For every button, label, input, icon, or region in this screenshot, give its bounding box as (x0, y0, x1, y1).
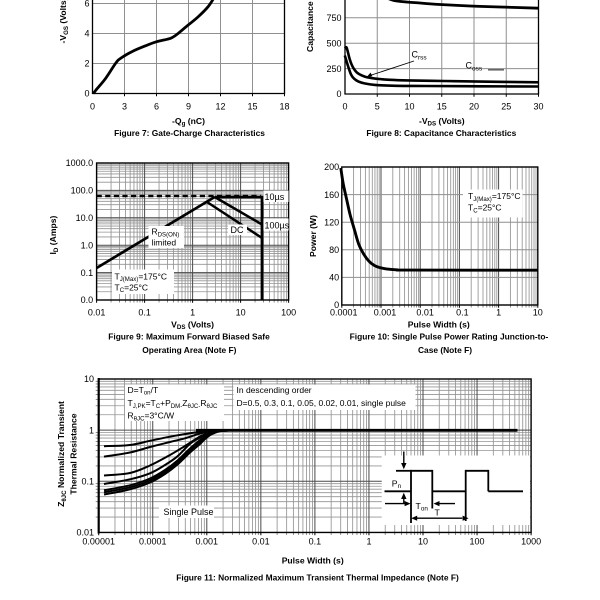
svg-text:100: 100 (281, 307, 296, 317)
svg-text:RDS(ON): RDS(ON) (152, 227, 180, 239)
svg-text:10: 10 (84, 374, 94, 384)
svg-text:30: 30 (533, 101, 543, 111)
svg-text:6: 6 (84, 0, 89, 9)
svg-text:4: 4 (84, 29, 89, 39)
svg-text:0.1: 0.1 (456, 307, 469, 317)
svg-text:Thermal Resistance: Thermal Resistance (69, 413, 79, 494)
svg-text:1000: 1000 (521, 536, 541, 546)
svg-text:0.01: 0.01 (416, 307, 434, 317)
svg-text:In descending order: In descending order (237, 385, 312, 395)
svg-text:-VGS (Volts): -VGS (Volts) (58, 0, 70, 44)
svg-text:1: 1 (89, 425, 94, 435)
svg-text:Operating Area (Note F): Operating Area (Note F) (142, 345, 236, 355)
svg-text:Ton: Ton (416, 501, 429, 513)
svg-text:Figure 11: Normalized Maximum: Figure 11: Normalized Maximum Transient … (176, 573, 459, 583)
svg-text:0.01: 0.01 (252, 536, 270, 546)
svg-text:Figure 7: Gate-Charge Characte: Figure 7: Gate-Charge Characteristics (114, 128, 265, 138)
svg-text:3: 3 (122, 101, 127, 111)
svg-text:1.0: 1.0 (81, 240, 94, 250)
svg-text:Pn: Pn (392, 478, 402, 490)
svg-text:6: 6 (154, 101, 159, 111)
svg-text:VDS (Volts): VDS (Volts) (171, 319, 214, 331)
svg-text:10.0: 10.0 (76, 213, 94, 223)
svg-text:0.01: 0.01 (88, 307, 106, 317)
svg-text:0: 0 (90, 101, 95, 111)
svg-text:0.001: 0.001 (196, 536, 219, 546)
svg-text:250: 250 (326, 64, 341, 74)
svg-text:20: 20 (469, 101, 479, 111)
svg-text:1000.0: 1000.0 (66, 158, 94, 168)
svg-text:Case (Note F): Case (Note F) (418, 345, 472, 355)
svg-text:TC=25°C: TC=25°C (115, 282, 149, 294)
svg-text:40: 40 (329, 273, 339, 283)
svg-text:limited: limited (152, 238, 177, 248)
svg-text:100: 100 (470, 536, 485, 546)
svg-text:0.1: 0.1 (309, 536, 322, 546)
svg-text:0: 0 (334, 300, 339, 310)
svg-text:160: 160 (324, 190, 339, 200)
svg-text:1: 1 (496, 307, 501, 317)
svg-text:RθJC=3°C/W: RθJC=3°C/W (128, 411, 175, 423)
svg-text:DC: DC (231, 225, 244, 235)
svg-text:0.1: 0.1 (81, 477, 94, 487)
svg-text:10: 10 (533, 307, 543, 317)
svg-text:10µs: 10µs (265, 192, 285, 202)
svg-text:0.001: 0.001 (374, 307, 397, 317)
svg-text:200: 200 (324, 162, 339, 172)
svg-text:-VDS (Volts): -VDS (Volts) (419, 116, 465, 128)
svg-text:10: 10 (236, 307, 246, 317)
svg-text:25: 25 (501, 101, 511, 111)
svg-text:0.1: 0.1 (138, 307, 151, 317)
svg-text:15: 15 (247, 101, 257, 111)
svg-text:Figure 9: Maximum Forward Bias: Figure 9: Maximum Forward Biased Safe (108, 332, 270, 342)
svg-text:Power (W): Power (W) (308, 215, 318, 257)
svg-text:1: 1 (190, 307, 195, 317)
svg-text:0.00001: 0.00001 (82, 536, 115, 546)
svg-text:0.0001: 0.0001 (330, 307, 358, 317)
svg-text:Coss: Coss (466, 61, 483, 73)
svg-text:TC=25°C: TC=25°C (468, 203, 502, 215)
svg-text:TJ(Max)=175°C: TJ(Max)=175°C (468, 191, 521, 203)
svg-text:TJ,PK=TC+PDM-ZθJC-RθJC: TJ,PK=TC+PDM-ZθJC-RθJC (128, 398, 218, 410)
svg-text:120: 120 (324, 217, 339, 227)
svg-text:0.0: 0.0 (81, 295, 94, 305)
svg-text:TJ(Max)=175°C: TJ(Max)=175°C (115, 271, 168, 283)
svg-text:Pulse Width (s): Pulse Width (s) (282, 556, 344, 566)
svg-text:10: 10 (404, 101, 414, 111)
svg-text:12: 12 (215, 101, 225, 111)
svg-text:0.01: 0.01 (76, 528, 94, 538)
svg-text:2: 2 (84, 59, 89, 69)
svg-text:9: 9 (186, 101, 191, 111)
svg-text:100.0: 100.0 (71, 186, 94, 196)
svg-text:Figure 10: Single Pulse Power: Figure 10: Single Pulse Power Rating Jun… (350, 332, 549, 342)
svg-text:0.1: 0.1 (81, 268, 94, 278)
svg-text:1: 1 (366, 536, 371, 546)
svg-text:100µs: 100µs (265, 221, 290, 231)
svg-text:Crss: Crss (412, 50, 428, 62)
svg-text:0: 0 (336, 89, 341, 99)
svg-text:80: 80 (329, 245, 339, 255)
svg-text:5: 5 (375, 101, 380, 111)
svg-text:D=0.5, 0.3, 0.1, 0.05, 0.02, 0: D=0.5, 0.3, 0.1, 0.05, 0.02, 0.01, singl… (237, 398, 407, 408)
svg-text:D=Ton/T: D=Ton/T (128, 385, 159, 397)
svg-text:0.0001: 0.0001 (139, 536, 167, 546)
svg-text:10: 10 (418, 536, 428, 546)
svg-text:500: 500 (326, 38, 341, 48)
svg-text:T: T (435, 507, 441, 517)
svg-text:0: 0 (84, 89, 89, 99)
svg-text:Capacitance (pF): Capacitance (pF) (305, 0, 315, 52)
svg-text:15: 15 (437, 101, 447, 111)
svg-text:750: 750 (326, 13, 341, 23)
svg-text:Figure 8: Capacitance Characte: Figure 8: Capacitance Characteristics (366, 128, 516, 138)
svg-text:Pulse Width (s): Pulse Width (s) (408, 319, 470, 329)
svg-text:ZθJC Normalized Transient: ZθJC Normalized Transient (56, 401, 68, 507)
svg-text:ID (Amps): ID (Amps) (48, 216, 60, 255)
svg-text:-Qg (nC): -Qg (nC) (172, 116, 205, 128)
svg-text:Single Pulse: Single Pulse (164, 507, 214, 517)
svg-text:0: 0 (342, 101, 347, 111)
svg-text:18: 18 (279, 101, 289, 111)
